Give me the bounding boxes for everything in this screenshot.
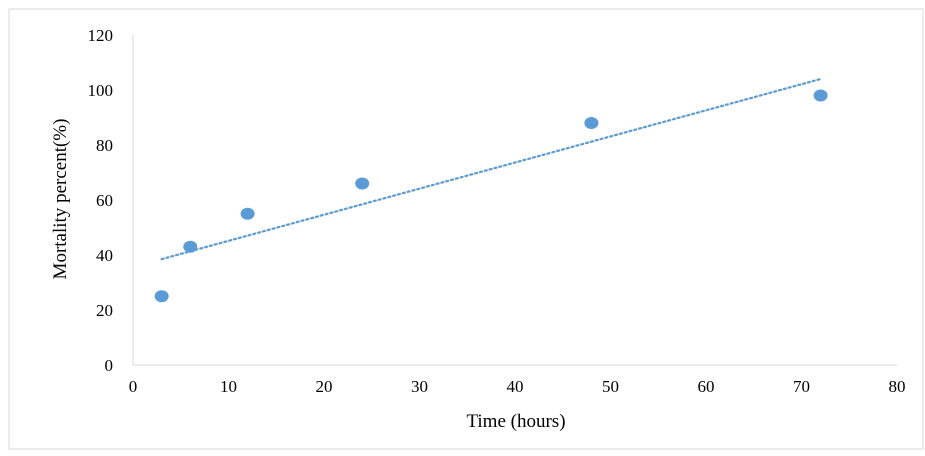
data-point (240, 207, 255, 220)
data-point (183, 240, 198, 253)
y-tick-label: 20 (96, 301, 113, 320)
y-tick-label: 40 (96, 246, 113, 265)
x-tick-label: 10 (220, 377, 237, 396)
y-tick-label: 120 (88, 26, 114, 45)
x-tick-label: 70 (793, 377, 810, 396)
trendline-layer (160, 77, 822, 261)
trendline (160, 77, 822, 261)
x-tick-label: 80 (889, 377, 906, 396)
y-tick-label: 100 (88, 81, 114, 100)
y-tick-label: 0 (105, 356, 114, 375)
data-point (355, 177, 370, 190)
x-tick-label: 30 (411, 377, 428, 396)
y-tick-label: 80 (96, 136, 113, 155)
y-tick-label: 60 (96, 191, 113, 210)
x-tick-label: 0 (129, 377, 138, 396)
x-tick-label: 60 (698, 377, 715, 396)
data-point (584, 117, 599, 129)
x-tick-label: 50 (602, 377, 619, 396)
axes-layer: 0 10 20 30 40 50 60 70 80 0 20 40 60 80 100 120 (88, 26, 906, 396)
points-layer (154, 89, 828, 303)
x-tick-label: 40 (507, 377, 524, 396)
x-axis-title: Time (hours) (466, 411, 565, 432)
chart-border (8, 8, 924, 450)
data-point (154, 290, 169, 303)
x-tick-label: 20 (316, 377, 333, 396)
y-axis-title: Mortality percent(%) (50, 119, 71, 280)
labels-layer: Time (hours) Mortality percent(%) (50, 119, 566, 432)
data-point (813, 89, 828, 102)
